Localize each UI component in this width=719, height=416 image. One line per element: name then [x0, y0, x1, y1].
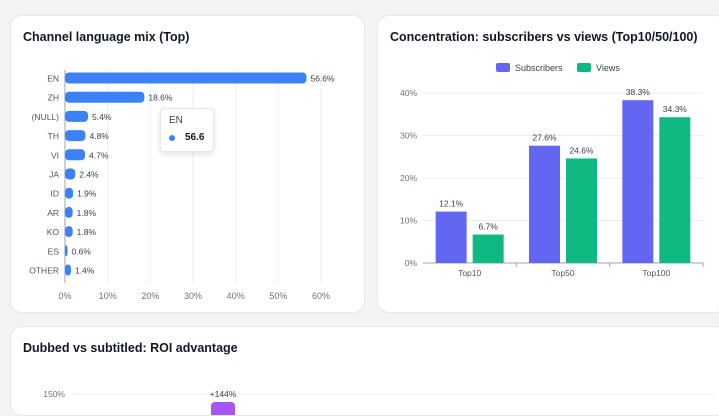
x-tick-label: 0%: [58, 291, 71, 301]
tooltip-label: EN: [169, 115, 183, 126]
x-category-label: Top50: [551, 268, 574, 278]
bar-value-label: 4.8%: [89, 131, 109, 141]
bar-value-label: 1.9%: [77, 189, 97, 199]
language-bar: [65, 149, 86, 161]
concentration-bar: [622, 100, 654, 263]
x-category-label: Top100: [642, 268, 670, 278]
tooltip-value: 56.6: [185, 132, 205, 143]
y-tick-label: 30%: [400, 131, 417, 141]
bar-value-label: 38.3%: [626, 87, 651, 97]
bar-value-label: 2.4%: [79, 170, 99, 180]
language-bar: [65, 206, 73, 218]
legend-swatch-subscribers: [496, 63, 510, 72]
y-category-label: ZH: [48, 93, 59, 103]
language-bar: [65, 168, 76, 180]
y-tick-label: 40%: [400, 88, 417, 98]
x-tick-label: 40%: [227, 291, 245, 301]
language-bar: [65, 264, 71, 276]
x-tick-label: 50%: [269, 291, 287, 301]
y-category-label: VI: [51, 150, 59, 160]
roi-bar: [211, 402, 235, 415]
concentration-bar: [435, 211, 467, 263]
concentration-bar: [472, 234, 504, 263]
concentration-card: Concentration: subscribers vs views (Top…: [377, 15, 719, 313]
language-bar: [65, 72, 307, 84]
chart-tooltip: EN 56.6: [160, 108, 214, 152]
concentration-bar: [529, 145, 560, 263]
bar-value-label: 1.4%: [75, 266, 95, 276]
concentration-bar: [659, 117, 691, 263]
y-category-label: (NULL): [32, 112, 60, 122]
legend-label-subscribers: Subscribers: [515, 62, 563, 73]
language-bar: [65, 226, 73, 238]
bar-value-label: 5.4%: [92, 112, 112, 122]
x-category-label: Top10: [458, 268, 481, 278]
bar-value-label: 34.3%: [663, 104, 688, 114]
bar-value-label: 18.6%: [148, 93, 173, 103]
bar-value-label: 1.8%: [77, 208, 97, 218]
language-bar: [65, 110, 89, 122]
legend-swatch-views: [576, 63, 591, 72]
bar-value-label: 27.6%: [532, 133, 557, 143]
concentration-bar: [566, 158, 597, 263]
x-tick-label: 30%: [184, 291, 202, 301]
language-mix-chart: 0% 10% 20% 30% 40% 50% 60% EN 56.6% ZH 18.6% (NULL)…: [29, 70, 335, 301]
y-category-label: ID: [51, 189, 60, 199]
language-bar: [65, 245, 68, 257]
y-tick-label: 10%: [400, 216, 417, 226]
bar-value-label: +144%: [210, 389, 237, 399]
bar-value-label: 12.1%: [439, 199, 464, 209]
language-bar: [65, 187, 74, 199]
bar-value-label: 4.7%: [89, 150, 109, 160]
y-category-label: KO: [47, 227, 60, 237]
tooltip-dot-icon: [169, 134, 175, 141]
language-mix-card: Channel language mix (Top) 0% 10% 20% 30% 40…: [10, 15, 365, 313]
language-mix-title: Channel language mix (Top): [23, 30, 190, 44]
language-bar: [65, 130, 86, 142]
legend-item-views[interactable]: Views: [576, 62, 620, 73]
concentration-chart: 0% 10% 20% 30% 40% Top10 12.1% 6.7% Top50 27.6% 24…: [400, 87, 704, 278]
x-tick-label: 20%: [141, 291, 159, 301]
y-category-label: EN: [47, 74, 59, 84]
y-category-label: AR: [47, 208, 59, 218]
legend-label-views: Views: [595, 62, 620, 73]
y-category-label: ES: [48, 246, 60, 256]
roi-title: Dubbed vs subtitled: ROI advantage: [23, 341, 238, 355]
y-category-label: JA: [49, 170, 59, 180]
bar-value-label: 24.6%: [569, 145, 594, 155]
concentration-title: Concentration: subscribers vs views (Top…: [390, 30, 698, 44]
bar-value-label: 1.8%: [77, 227, 97, 237]
x-tick-label: 10%: [99, 291, 117, 301]
legend-item-subscribers[interactable]: Subscribers: [496, 63, 563, 73]
y-category-label: OTHER: [29, 266, 59, 276]
bar-value-label: 6.7%: [478, 222, 498, 232]
chart-legend: Subscribers Views: [496, 59, 630, 77]
y-tick-label: 150%: [43, 389, 65, 399]
x-tick-label: 60%: [312, 291, 330, 301]
y-category-label: TH: [48, 131, 59, 141]
language-bar: [65, 91, 145, 103]
y-tick-label: 0%: [405, 258, 418, 268]
bar-value-label: 56.6%: [310, 74, 335, 84]
bar-value-label: 0.6%: [72, 246, 92, 256]
y-tick-label: 20%: [400, 173, 417, 183]
roi-card: Dubbed vs subtitled: ROI advantage 150% +…: [10, 326, 719, 416]
